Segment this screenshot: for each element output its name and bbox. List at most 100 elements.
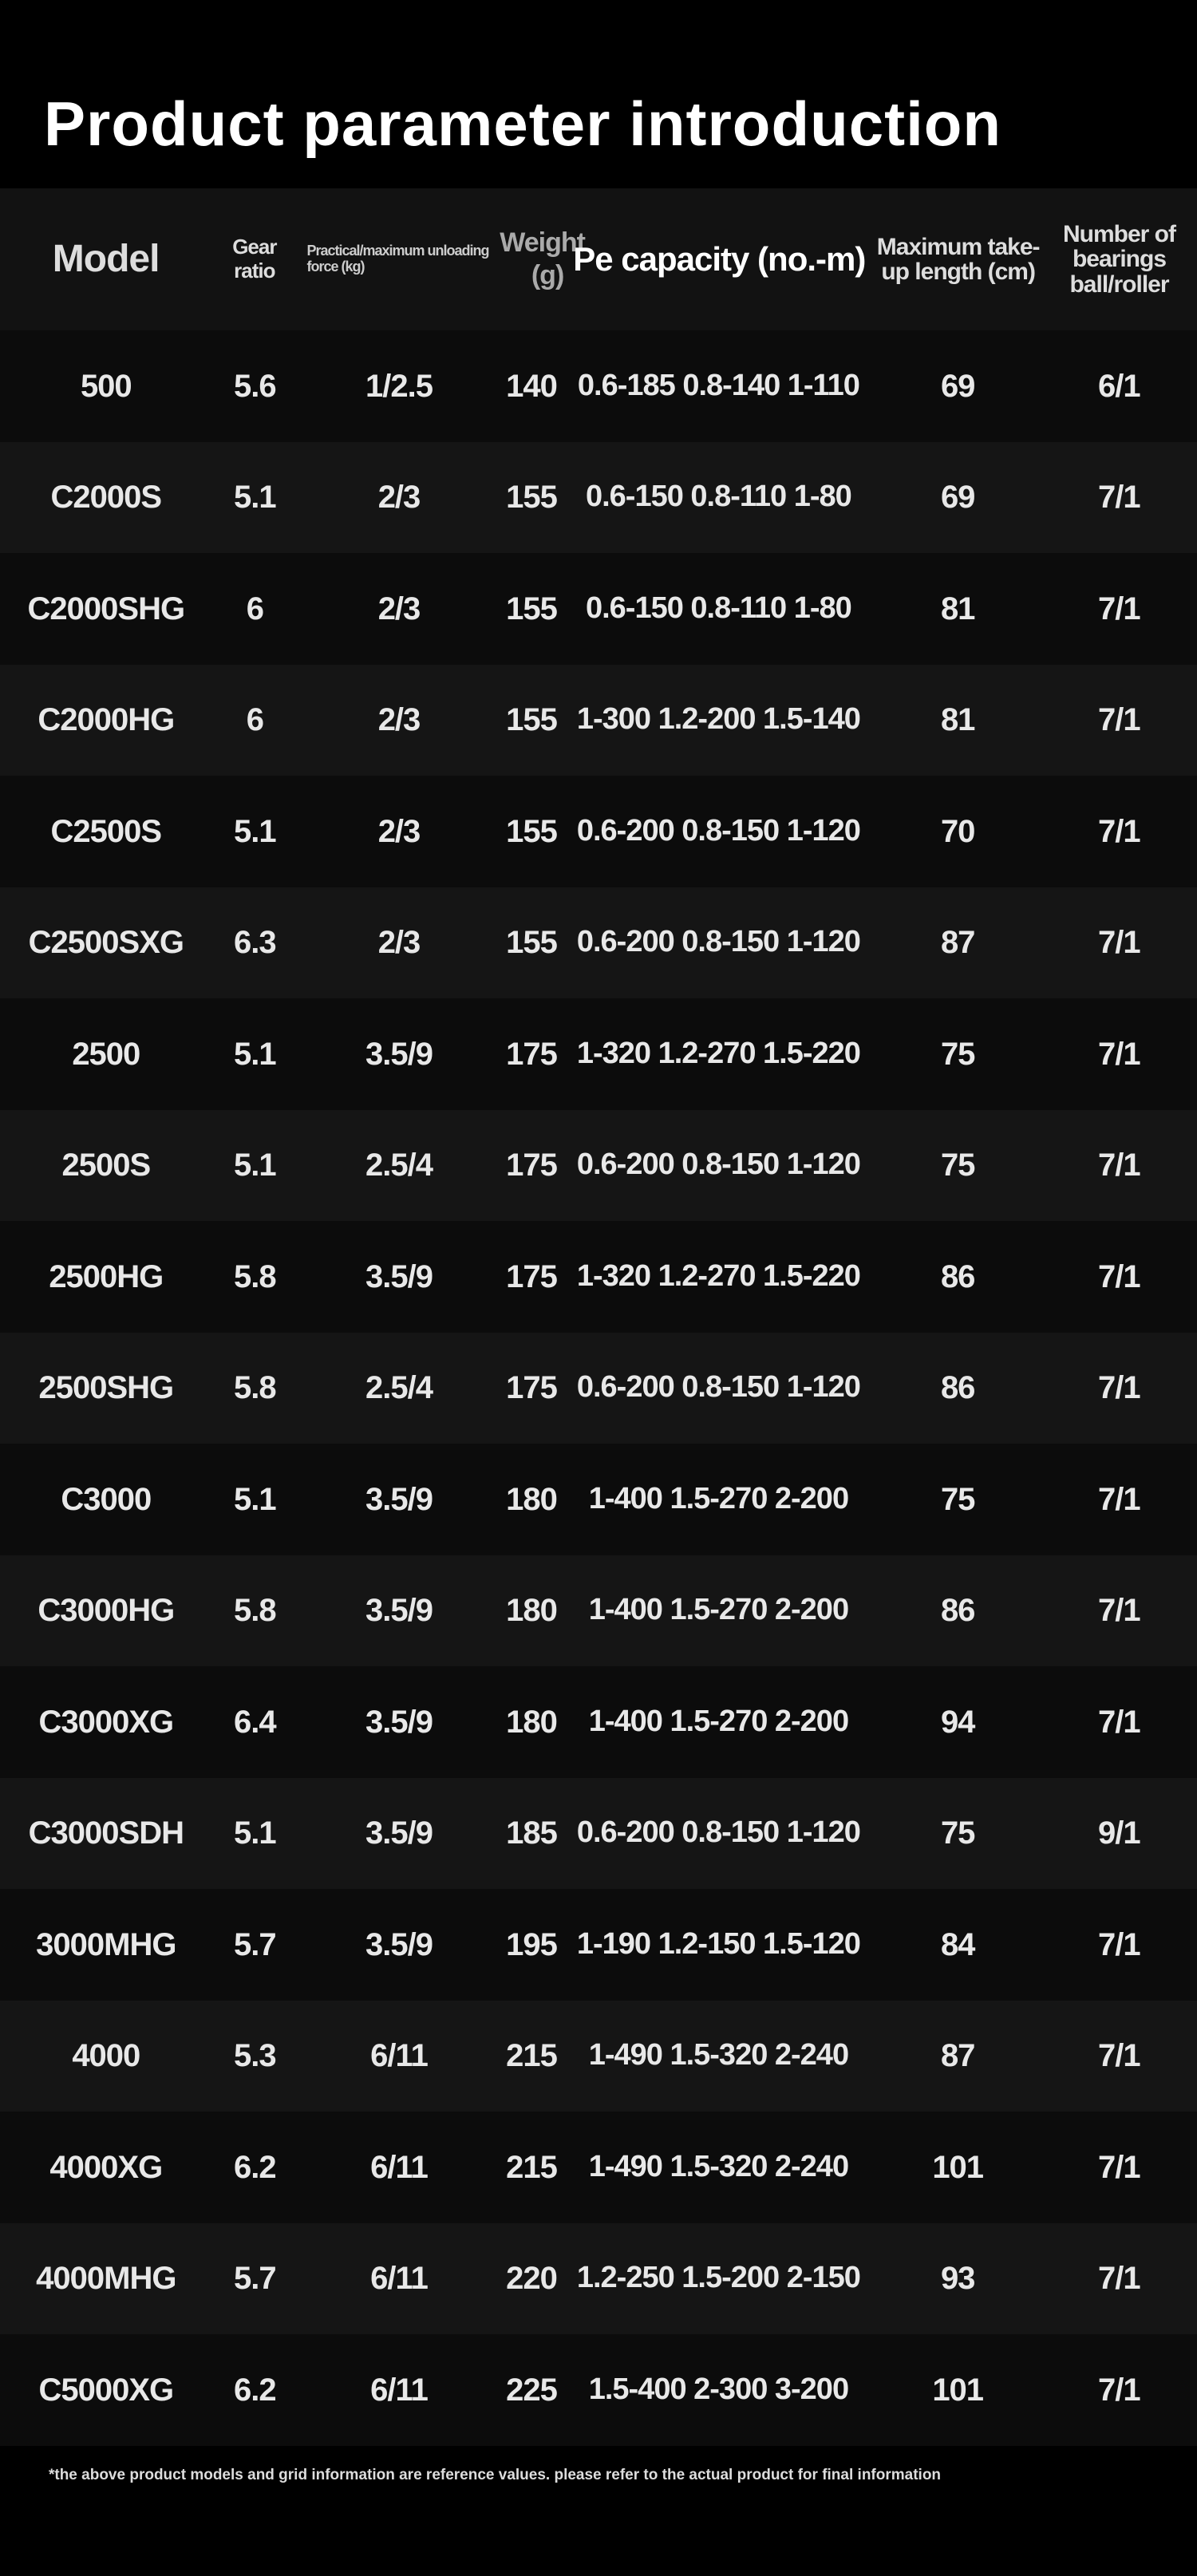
header-bearings: Number of bearings ball/roller: [1062, 220, 1176, 298]
cell-model: 2500SHG: [38, 1370, 174, 1406]
table-row: 4000MHG 5.7 6/11 220 1.2-250 1.5-200 2-150 93…: [0, 2222, 1197, 2334]
cell-weight: 155: [506, 925, 558, 961]
cell-bearings: 7/1: [1098, 702, 1141, 738]
cell-gear-ratio: 5.8: [234, 1593, 277, 1629]
cell-force: 2.5/4: [365, 1370, 433, 1406]
cell-model: C3000XG: [38, 1704, 174, 1740]
cell-pe-capacity: 1-320 1.2-270 1.5-220: [576, 1036, 861, 1070]
table-row: 2500HG 5.8 3.5/9 175 1-320 1.2-270 1.5-220 86…: [0, 1221, 1197, 1333]
cell-force: 6/11: [370, 2149, 429, 2185]
table-header: Model Gear ratio Practical/maximum unloa…: [0, 188, 1197, 330]
footnote: *the above product models and grid infor…: [48, 2467, 942, 2483]
cell-weight: 180: [506, 1704, 558, 1740]
cell-bearings: 7/1: [1098, 1704, 1141, 1740]
cell-take-up-length: 86: [940, 1370, 975, 1406]
cell-take-up-length: 75: [940, 1036, 975, 1072]
cell-force: 6/11: [370, 2372, 429, 2408]
cell-model: C2000SHG: [27, 591, 186, 626]
cell-pe-capacity: 1-400 1.5-270 2-200: [588, 1704, 849, 1738]
cell-model: C3000HG: [38, 1593, 175, 1629]
cell-take-up-length: 75: [940, 1815, 975, 1851]
cell-pe-capacity: 0.6-200 0.8-150 1-120: [576, 1148, 861, 1182]
cell-weight: 175: [506, 1036, 558, 1072]
cell-force: 3.5/9: [365, 1593, 433, 1629]
cell-pe-capacity: 1-400 1.5-270 2-200: [588, 1481, 849, 1515]
table-row: C2000SHG 6 2/3 155 0.6-150 0.8-110 1-80 81 7/1: [0, 553, 1197, 665]
cell-take-up-length: 86: [940, 1258, 975, 1294]
cell-force: 1/2.5: [365, 368, 433, 404]
cell-gear-ratio: 6.2: [234, 2372, 277, 2408]
cell-bearings: 7/1: [1098, 1148, 1141, 1183]
cell-model: C2500SXG: [28, 925, 184, 961]
cell-weight: 175: [506, 1148, 558, 1183]
cell-model: 3000MHG: [36, 1926, 176, 1962]
cell-model: 4000: [72, 2038, 140, 2074]
header-force: Practical/maximum unloading force (kg): [306, 243, 489, 275]
cell-gear-ratio: 5.7: [234, 2261, 277, 2297]
cell-bearings: 7/1: [1098, 2372, 1141, 2408]
cell-take-up-length: 69: [940, 368, 975, 404]
cell-take-up-length: 69: [940, 480, 975, 516]
table-row: 4000XG 6.2 6/11 215 1-490 1.5-320 2-240 101 7/…: [0, 2112, 1197, 2223]
cell-force: 3.5/9: [365, 1258, 433, 1294]
cell-pe-capacity: 1-490 1.5-320 2-240: [588, 2038, 849, 2072]
cell-take-up-length: 75: [940, 1148, 975, 1183]
cell-bearings: 7/1: [1098, 480, 1141, 516]
cell-gear-ratio: 5.6: [234, 368, 277, 404]
cell-pe-capacity: 1.5-400 2-300 3-200: [588, 2372, 849, 2406]
cell-bearings: 7/1: [1098, 1036, 1141, 1072]
cell-take-up-length: 93: [940, 2261, 975, 2297]
cell-gear-ratio: 6: [246, 702, 264, 738]
cell-take-up-length: 87: [940, 925, 975, 961]
table-row: 4000 5.3 6/11 215 1-490 1.5-320 2-240 87 7/1: [0, 2000, 1197, 2112]
cell-pe-capacity: 0.6-200 0.8-150 1-120: [576, 813, 861, 847]
cell-force: 2/3: [377, 925, 421, 961]
cell-pe-capacity: 1-400 1.5-270 2-200: [588, 1593, 849, 1627]
cell-gear-ratio: 5.1: [234, 480, 277, 516]
cell-bearings: 7/1: [1098, 2149, 1141, 2185]
cell-bearings: 7/1: [1098, 1258, 1141, 1294]
cell-take-up-length: 101: [932, 2372, 984, 2408]
cell-force: 3.5/9: [365, 1815, 433, 1851]
cell-model: 500: [80, 368, 132, 404]
cell-weight: 140: [506, 368, 558, 404]
cell-weight: 195: [506, 1926, 558, 1962]
cell-force: 2/3: [377, 480, 421, 516]
cell-bearings: 7/1: [1098, 1370, 1141, 1406]
cell-force: 3.5/9: [365, 1926, 433, 1962]
table-row: 2500 5.1 3.5/9 175 1-320 1.2-270 1.5-220 75 7/…: [0, 998, 1197, 1110]
cell-force: 2/3: [377, 813, 421, 849]
cell-model: C2000S: [50, 480, 163, 516]
cell-pe-capacity: 0.6-150 0.8-110 1-80: [585, 591, 852, 625]
cell-pe-capacity: 0.6-200 0.8-150 1-120: [576, 925, 861, 959]
cell-model: C2500S: [50, 813, 163, 849]
cell-gear-ratio: 5.1: [234, 1481, 277, 1517]
cell-force: 2.5/4: [365, 1148, 433, 1183]
cell-force: 3.5/9: [365, 1481, 433, 1517]
cell-force: 6/11: [370, 2261, 429, 2297]
cell-weight: 215: [506, 2149, 558, 2185]
cell-take-up-length: 94: [940, 1704, 975, 1740]
table-row: C5000XG 6.2 6/11 225 1.5-400 2-300 3-200 101 7…: [0, 2334, 1197, 2446]
header-gear-ratio: Gear ratio: [232, 235, 277, 282]
cell-take-up-length: 86: [940, 1593, 975, 1629]
header-weight: Weight (g): [500, 227, 586, 290]
cell-gear-ratio: 5.1: [234, 813, 277, 849]
cell-model: C3000: [61, 1481, 152, 1517]
cell-weight: 155: [506, 480, 558, 516]
cell-take-up-length: 84: [940, 1926, 975, 1962]
cell-weight: 175: [506, 1370, 558, 1406]
cell-weight: 215: [506, 2038, 558, 2074]
cell-gear-ratio: 6: [246, 591, 264, 626]
cell-bearings: 7/1: [1098, 591, 1141, 626]
table-row: C2000S 5.1 2/3 155 0.6-150 0.8-110 1-80 69 7/1: [0, 441, 1197, 553]
table-row: 2500S 5.1 2.5/4 175 0.6-200 0.8-150 1-120 75 7…: [0, 1109, 1197, 1221]
cell-force: 2/3: [377, 591, 421, 626]
cell-bearings: 9/1: [1098, 1815, 1141, 1851]
cell-weight: 155: [506, 591, 558, 626]
cell-bearings: 7/1: [1098, 1593, 1141, 1629]
cell-pe-capacity: 1-190 1.2-150 1.5-120: [576, 1926, 861, 1961]
cell-bearings: 7/1: [1098, 813, 1141, 849]
cell-pe-capacity: 0.6-185 0.8-140 1-110: [577, 368, 860, 402]
cell-gear-ratio: 5.1: [234, 1036, 277, 1072]
